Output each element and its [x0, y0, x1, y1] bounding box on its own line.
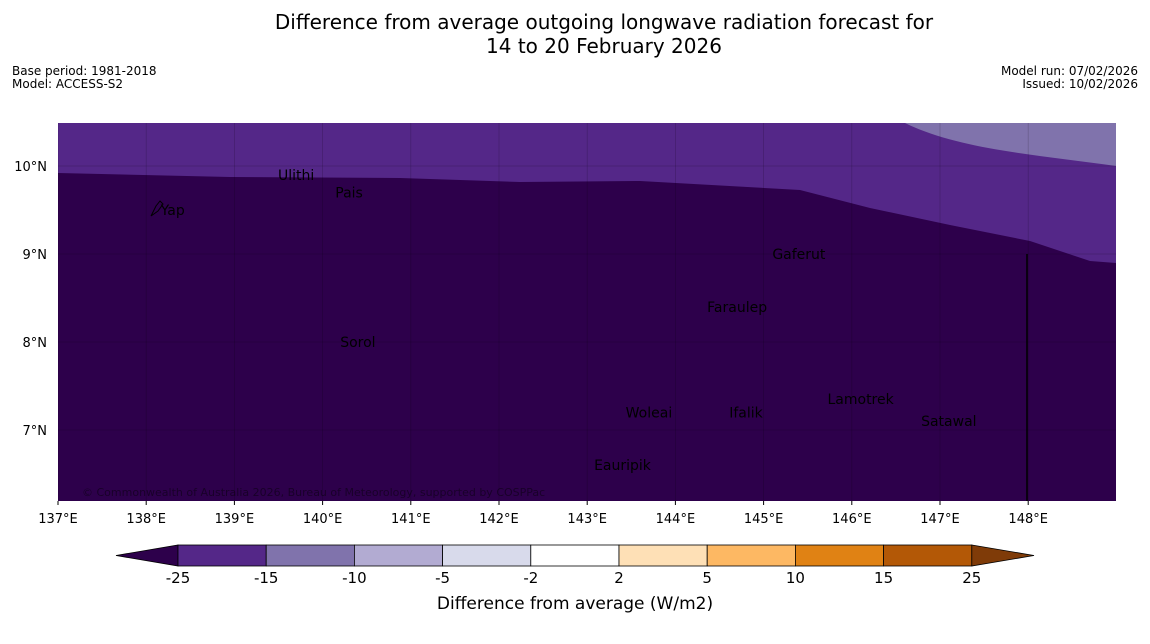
place-labels: Yap Ulithi Pais Gaferut Faraulep Sorol Woleai I…: [150, 168, 977, 474]
copyright-text: © Commonwealth of Australia 2026, Bureau…: [82, 486, 545, 499]
colorbar-segment: [530, 544, 620, 567]
island-outline: [150, 200, 164, 217]
x-tick-label: 141°E: [391, 512, 431, 527]
colorbar: [115, 544, 1035, 567]
colorbar-tick-label: 5: [702, 569, 712, 587]
x-tick-label: 137°E: [38, 512, 78, 527]
colorbar-segment: [177, 544, 267, 567]
x-tick-label: 142°E: [479, 512, 519, 527]
place-label: Eauripik: [594, 458, 652, 474]
y-tick-label: 8°N: [23, 336, 48, 351]
colorbar-tick-label: -2: [523, 569, 539, 587]
x-tick-label: 144°E: [656, 512, 696, 527]
meta-left: Base period: 1981-2018 Model: ACCESS-S2: [12, 65, 157, 91]
model-run: Model run: 07/02/2026: [1000, 64, 1138, 78]
colorbar-segment: [353, 544, 443, 567]
y-tick-label: 7°N: [23, 424, 48, 439]
colorbar-segment: [706, 544, 796, 567]
place-label: Ulithi: [278, 168, 314, 184]
contour-region-light: [905, 123, 1116, 166]
colorbar-title: Difference from average (W/m2): [436, 594, 714, 614]
issued-date: Issued: 10/02/2026: [1022, 77, 1138, 91]
y-tick-label: 9°N: [23, 248, 48, 263]
x-tick-label: 143°E: [567, 512, 607, 527]
colorbar-segment: [618, 544, 708, 567]
colorbar-tick-label: -10: [342, 569, 367, 587]
x-tick-label: 145°E: [744, 512, 784, 527]
place-label: Pais: [335, 185, 363, 201]
base-period: Base period: 1981-2018: [12, 64, 157, 78]
colorbar-tick-label: -15: [253, 569, 279, 587]
x-tick-label: 139°E: [215, 512, 255, 527]
colorbar-extend-high: [971, 544, 1035, 567]
contour-region-dark: [58, 173, 1116, 501]
colorbar-segment: [795, 544, 885, 567]
place-label: Gaferut: [772, 247, 826, 263]
model-name: Model: ACCESS-S2: [12, 77, 124, 91]
meta-right: Model run: 07/02/2026 Issued: 10/02/2026: [1001, 65, 1138, 91]
place-label: Faraulep: [707, 300, 767, 316]
map-area[interactable]: © Commonwealth of Australia 2026, Bureau…: [58, 123, 1116, 501]
title-line-2: 14 to 20 February 2026: [486, 34, 722, 58]
colorbar-extend-low: [115, 544, 179, 567]
place-label: Lamotrek: [827, 392, 894, 408]
place-label: Woleai: [626, 405, 673, 421]
colorbar-tick-label: 15: [874, 569, 894, 587]
colorbar-tick-label: -25: [165, 569, 191, 587]
x-tick-label: 138°E: [126, 512, 166, 527]
place-label: Sorol: [340, 335, 375, 351]
x-tick-label: 147°E: [920, 512, 960, 527]
chart-title: Difference from average outgoing longwav…: [0, 10, 1150, 58]
colorbar-tick-label: 2: [614, 569, 624, 587]
colorbar-segment: [442, 544, 532, 567]
colorbar-segment: [883, 544, 973, 567]
colorbar-segment: [265, 544, 355, 567]
place-label: Yap: [160, 203, 185, 219]
colorbar-tick-label: 25: [962, 569, 982, 587]
x-tick-label: 148°E: [1008, 512, 1048, 527]
colorbar-tick-label: -5: [435, 569, 451, 587]
title-line-1: Difference from average outgoing longwav…: [274, 10, 934, 34]
y-tick-label: 10°N: [14, 160, 47, 175]
map-axes: 137°E 138°E 139°E 140°E 141°E 142°E 143°E 144°E…: [14, 160, 1048, 527]
place-label: Satawal: [921, 414, 976, 430]
place-label: Ifalik: [729, 405, 763, 421]
colorbar-tick-label: 10: [785, 569, 805, 587]
x-tick-label: 140°E: [303, 512, 343, 527]
x-tick-label: 146°E: [832, 512, 872, 527]
